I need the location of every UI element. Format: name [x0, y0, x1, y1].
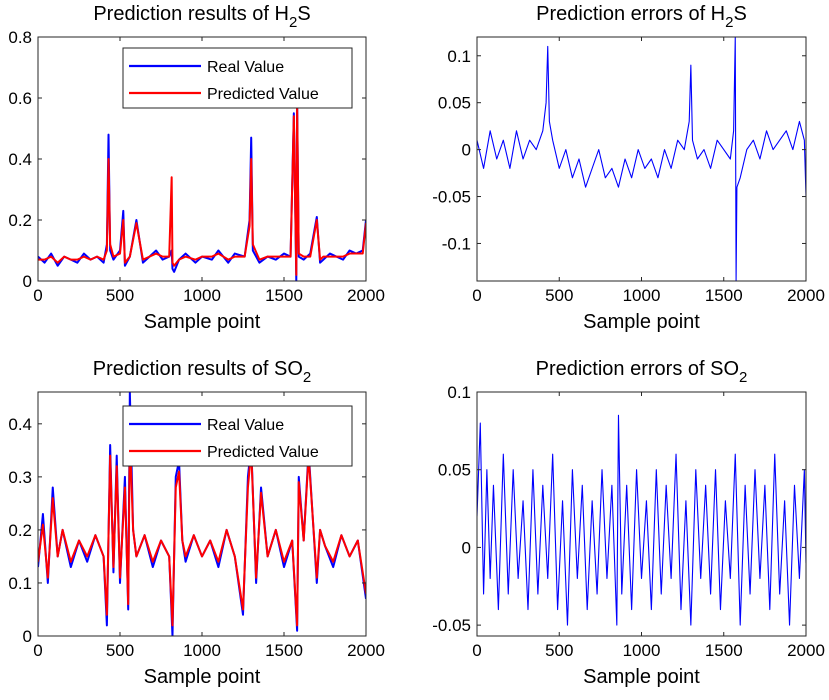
- y-tick-label: 0.05: [438, 461, 471, 480]
- y-tick-label: -0.1: [442, 234, 471, 253]
- y-tick-label: 0: [462, 141, 471, 160]
- chart-title: Prediction results of SO2: [93, 358, 311, 386]
- x-tick-label: 500: [545, 641, 573, 660]
- x-axis-label: Sample point: [583, 311, 700, 333]
- x-tick-label: 1000: [623, 641, 661, 660]
- legend: Real Value Predicted Value: [122, 47, 353, 109]
- x-tick-label: 2000: [347, 641, 385, 660]
- y-tick-label: 0.6: [8, 89, 32, 108]
- y-tick-label: 0.1: [8, 574, 32, 593]
- x-tick-label: 500: [545, 286, 573, 305]
- chart-title: Prediction results of H2S: [93, 3, 310, 31]
- x-tick-label: 0: [472, 641, 481, 660]
- x-axis-label: Sample point: [144, 666, 261, 688]
- y-tick-label: 0: [23, 627, 32, 646]
- y-tick-label: -0.05: [432, 616, 471, 635]
- x-tick-label: 0: [33, 286, 42, 305]
- x-tick-label: 2000: [347, 286, 385, 305]
- y-tick-label: -0.05: [432, 188, 471, 207]
- series-line-predicted-value: [38, 103, 366, 276]
- x-tick-label: 2000: [787, 286, 825, 305]
- y-tick-label: 0.3: [8, 468, 32, 487]
- chart-panel-so2-results: 0 500 1000 1500 2000 0 0.1 0.2 0.3 0.4 Sample poin…: [8, 358, 385, 688]
- y-tick-label: 0.2: [8, 211, 32, 230]
- y-tick-label: 0.4: [8, 415, 32, 434]
- x-axis-label: Sample point: [583, 666, 700, 688]
- x-tick-label: 1000: [183, 641, 221, 660]
- legend-label: Predicted Value: [207, 444, 319, 461]
- x-tick-label: 2000: [787, 641, 825, 660]
- chart-panel-h2s-errors: 0 500 1000 1500 2000 -0.1 -0.05 0 0.05 0.1 Sample …: [432, 3, 825, 333]
- y-tick-label: 0: [462, 538, 471, 557]
- series-line-predicted-value: [38, 433, 366, 627]
- x-tick-label: 1500: [705, 286, 743, 305]
- chart-title: Prediction errors of SO2: [536, 358, 748, 386]
- chart-title: Prediction errors of H2S: [536, 3, 747, 31]
- series-line-error: [477, 37, 806, 281]
- x-tick-label: 1000: [623, 286, 661, 305]
- x-tick-label: 1500: [265, 641, 303, 660]
- legend-label: Real Value: [207, 59, 284, 76]
- legend-label: Real Value: [207, 417, 284, 434]
- y-tick-label: 0.2: [8, 521, 32, 540]
- x-tick-label: 0: [33, 641, 42, 660]
- x-tick-label: 0: [472, 286, 481, 305]
- y-tick-label: 0: [23, 272, 32, 291]
- x-tick-label: 1500: [705, 641, 743, 660]
- x-tick-label: 500: [106, 641, 134, 660]
- y-tick-label: 0.1: [447, 47, 471, 66]
- x-tick-label: 1000: [183, 286, 221, 305]
- chart-panel-h2s-results: 0 500 1000 1500 2000 0 0.2 0.4 0.6 0.8 Sample poin…: [8, 3, 385, 333]
- y-tick-label: 0.8: [8, 28, 32, 47]
- y-tick-label: 0.05: [438, 94, 471, 113]
- series-line-real-value: [38, 97, 366, 281]
- legend-label: Predicted Value: [207, 86, 319, 103]
- legend: Real Value Predicted Value: [122, 405, 353, 467]
- y-tick-label: 0.4: [8, 150, 32, 169]
- x-tick-label: 1500: [265, 286, 303, 305]
- y-tick-label: 0.1: [447, 383, 471, 402]
- x-axis-label: Sample point: [144, 311, 261, 333]
- series-line-error: [477, 414, 806, 626]
- x-tick-label: 500: [106, 286, 134, 305]
